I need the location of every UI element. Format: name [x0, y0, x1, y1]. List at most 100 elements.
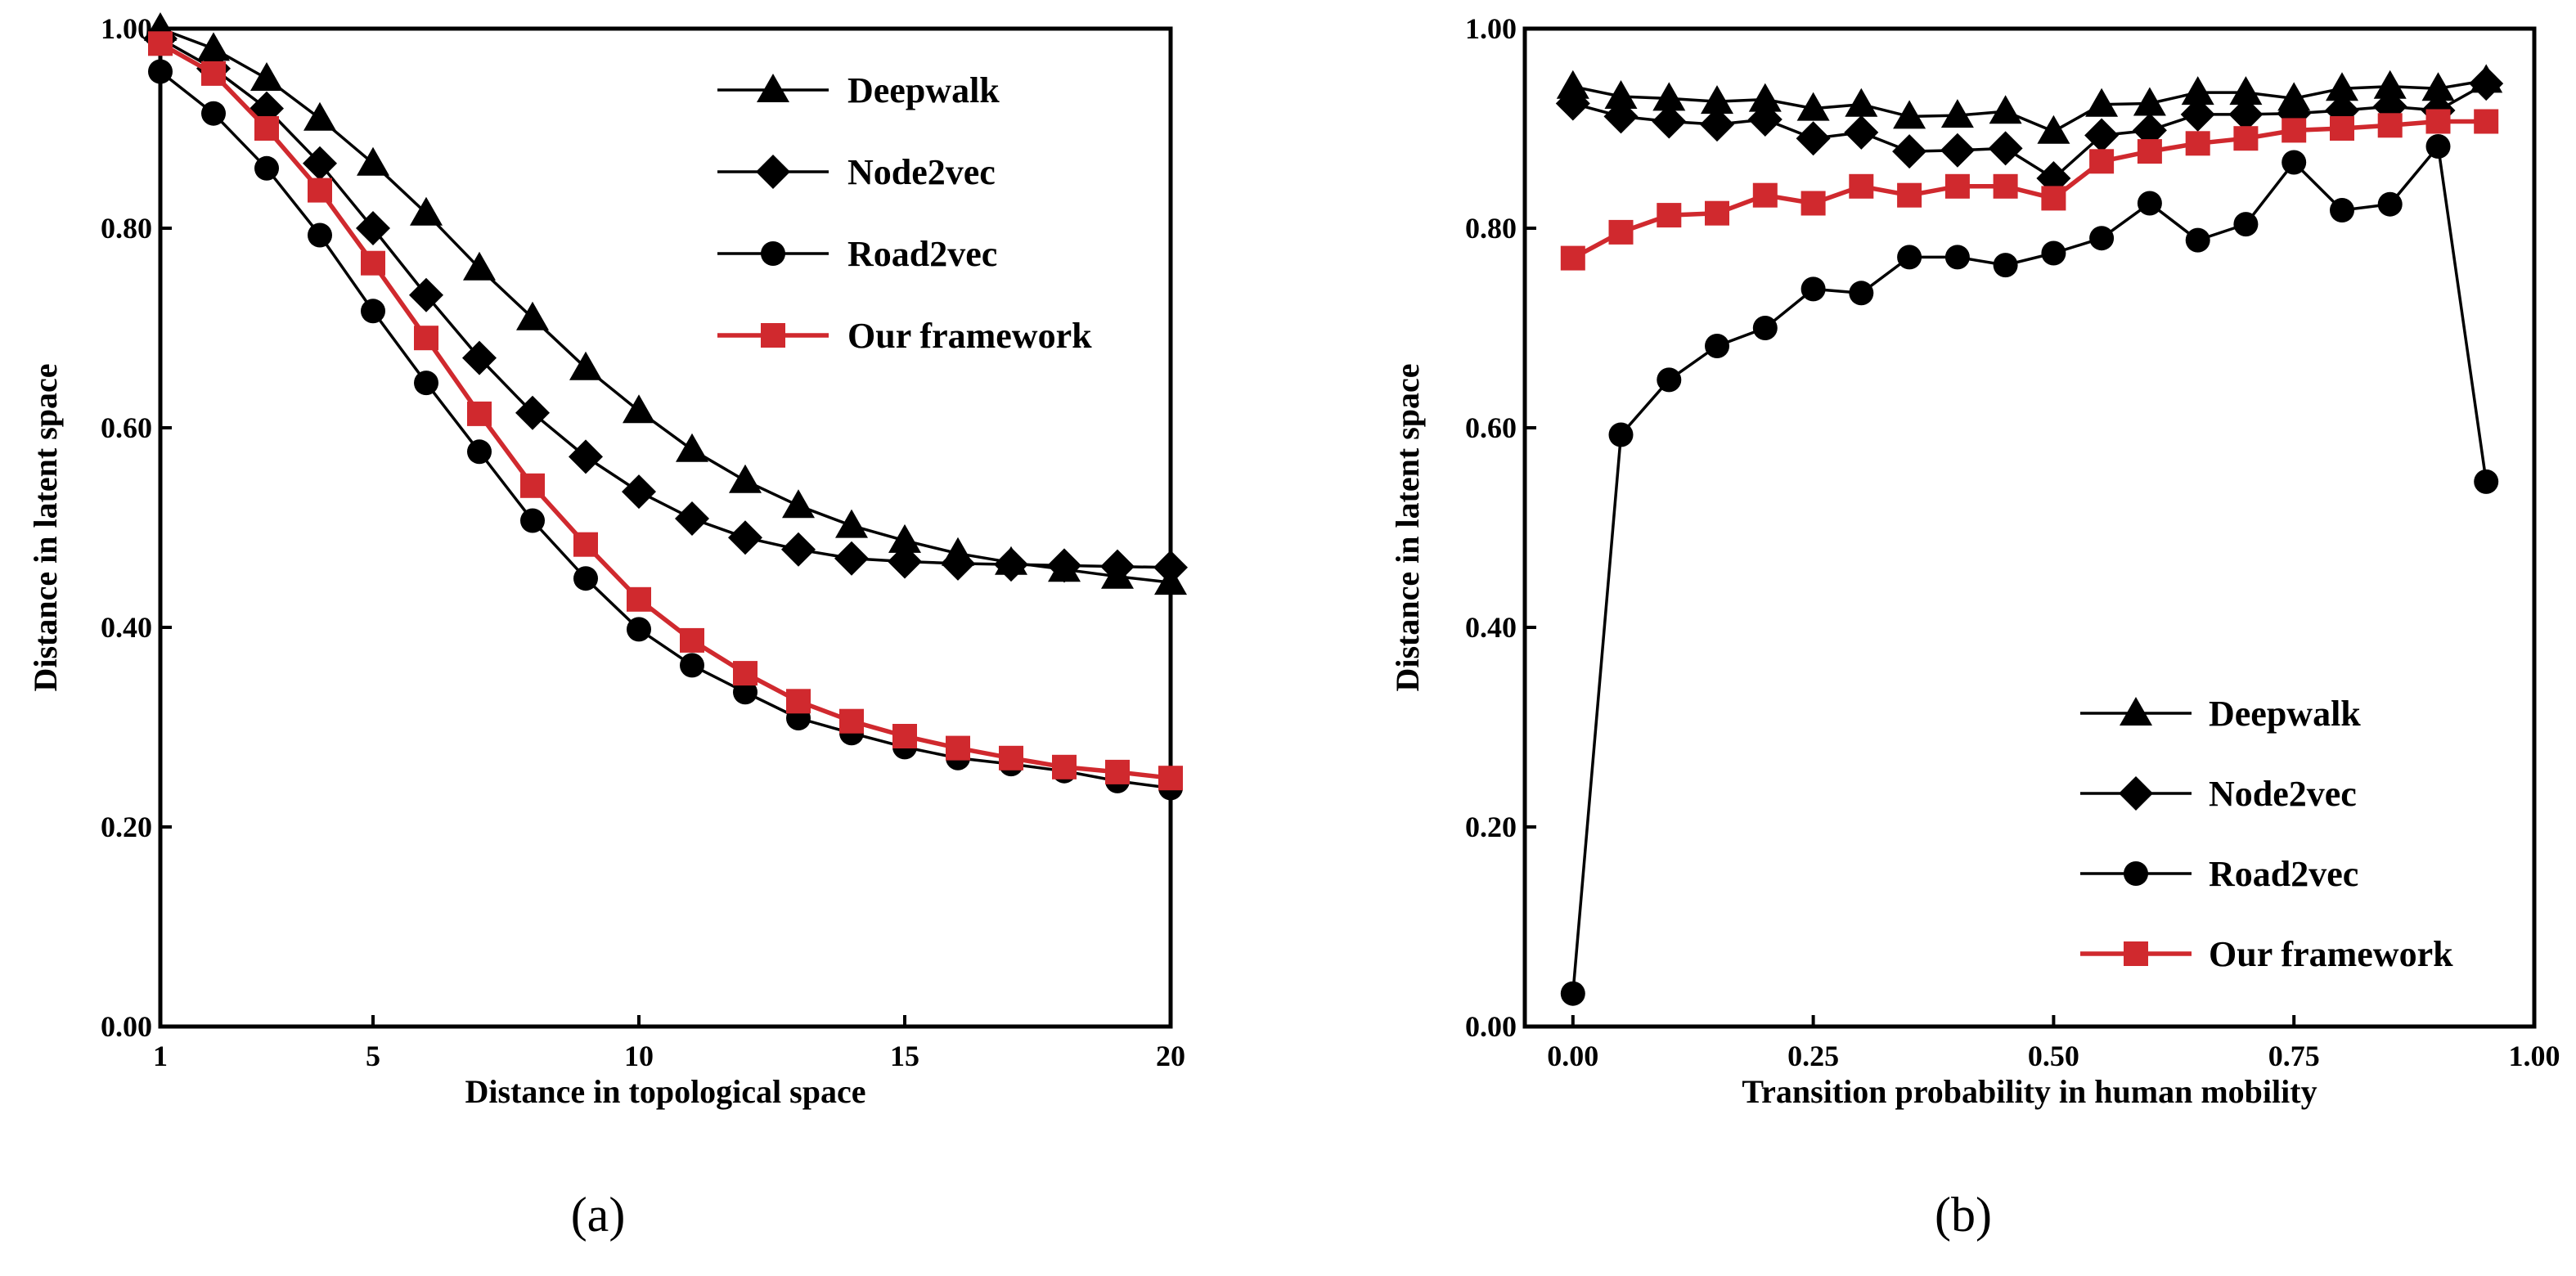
legend-entry: Node2vec: [2080, 774, 2357, 814]
data-point: [2373, 70, 2407, 99]
data-point: [733, 661, 758, 686]
y-tick-label: 0.60: [1465, 411, 1517, 444]
data-point: [1657, 367, 1682, 393]
x-tick-label: 0.50: [2028, 1040, 2079, 1072]
data-point: [2425, 109, 2451, 134]
data-point: [2282, 118, 2307, 143]
data-point: [2137, 191, 2162, 216]
data-point: [1604, 80, 1638, 109]
legend-entry: Road2vec: [717, 234, 997, 274]
data-point: [728, 520, 762, 555]
data-point: [1652, 82, 1686, 111]
legend-label: Deepwalk: [2209, 694, 2361, 734]
data-point: [201, 101, 226, 126]
data-point: [1844, 115, 1879, 150]
data-point: [1993, 173, 2018, 199]
data-point: [1100, 549, 1135, 584]
data-point: [148, 59, 173, 84]
x-tick-label: 1: [153, 1040, 168, 1072]
data-point: [516, 301, 549, 330]
series-deepwalk: [1556, 64, 2503, 144]
data-point: [1944, 173, 1970, 199]
data-point: [1052, 754, 1077, 780]
data-point: [1608, 219, 1634, 245]
x-tick-label: 15: [890, 1040, 919, 1072]
data-point: [520, 508, 545, 533]
data-point: [1560, 245, 1585, 271]
data-point: [946, 735, 970, 761]
chart-a: 0.000.200.400.600.801.001 5 10 15 20Distance…: [27, 12, 1188, 1242]
y-tick-label: 0.40: [101, 611, 152, 644]
data-point: [1849, 173, 1874, 199]
data-point: [1897, 182, 1922, 208]
data-point: [676, 433, 708, 462]
data-point: [1796, 92, 1830, 121]
data-point: [1989, 95, 2022, 124]
data-point: [357, 146, 389, 176]
data-point: [627, 617, 651, 642]
legend-label: Our framework: [847, 316, 1092, 356]
data-point: [1897, 245, 1922, 270]
data-point: [2137, 139, 2162, 164]
y-tick-label: 0.40: [1465, 611, 1517, 644]
data-point: [2185, 131, 2210, 156]
data-point: [2089, 226, 2115, 251]
data-point: [622, 474, 656, 510]
legend-marker: [761, 323, 785, 348]
data-point: [941, 546, 975, 581]
x-tick-label: 5: [366, 1040, 380, 1072]
data-point: [835, 509, 868, 538]
data-point: [834, 541, 869, 576]
series-our-framework: [148, 31, 1183, 791]
y-tick-label: 0.00: [1465, 1010, 1517, 1043]
data-point: [1608, 422, 1634, 447]
data-point: [308, 222, 332, 248]
legend-marker: [2124, 941, 2148, 966]
legend-marker: [2120, 697, 2152, 726]
data-point: [1801, 191, 1826, 216]
data-point: [2084, 118, 2120, 153]
legend: Deepwalk Node2vec Road2vec Our framework: [717, 70, 1092, 356]
data-point: [467, 439, 492, 465]
data-point: [1845, 88, 1878, 117]
data-point: [569, 439, 603, 474]
legend-marker: [756, 155, 790, 189]
data-point: [409, 277, 443, 312]
data-point: [2326, 72, 2358, 101]
data-point: [1556, 70, 1589, 99]
x-tick-label: 0.00: [1547, 1040, 1598, 1072]
data-point: [414, 371, 438, 396]
data-point: [308, 177, 332, 203]
data-point: [2180, 97, 2215, 132]
y-tick-label: 1.00: [1465, 12, 1517, 45]
data-point: [2469, 66, 2504, 101]
data-point: [2421, 72, 2455, 101]
chart-b: 0.00 0.20 0.40 0.60 0.80 1.00 0.00 0.25 0.50 0.75…: [1389, 12, 2560, 1242]
data-point: [1993, 253, 2018, 278]
x-axis-label: Distance in topological space: [465, 1073, 866, 1110]
legend-marker: [757, 74, 789, 102]
legend-label: Our framework: [2209, 934, 2453, 974]
legend-entry: Deepwalk: [717, 70, 1000, 110]
data-point: [515, 395, 550, 430]
y-axis-label: Distance in latent space: [1389, 363, 1426, 691]
data-point: [1944, 245, 1970, 270]
data-point: [2085, 88, 2119, 117]
data-point: [2229, 76, 2263, 106]
data-point: [2474, 109, 2499, 134]
legend-label: Road2vec: [2209, 854, 2358, 894]
data-point: [1849, 281, 1874, 306]
data-point: [414, 326, 438, 351]
x-tick-label: 1.00: [2509, 1040, 2560, 1072]
y-axis-label: Distance in latent space: [27, 363, 64, 691]
data-point: [573, 532, 598, 557]
data-point: [627, 586, 651, 612]
x-tick-label: 20: [1156, 1040, 1185, 1072]
data-point: [1603, 99, 1639, 134]
legend-label: Road2vec: [847, 234, 997, 274]
data-point: [1748, 83, 1782, 112]
series-line: [160, 27, 1171, 584]
legend-label: Node2vec: [2209, 774, 2357, 814]
legend-entry: Our framework: [717, 316, 1092, 356]
